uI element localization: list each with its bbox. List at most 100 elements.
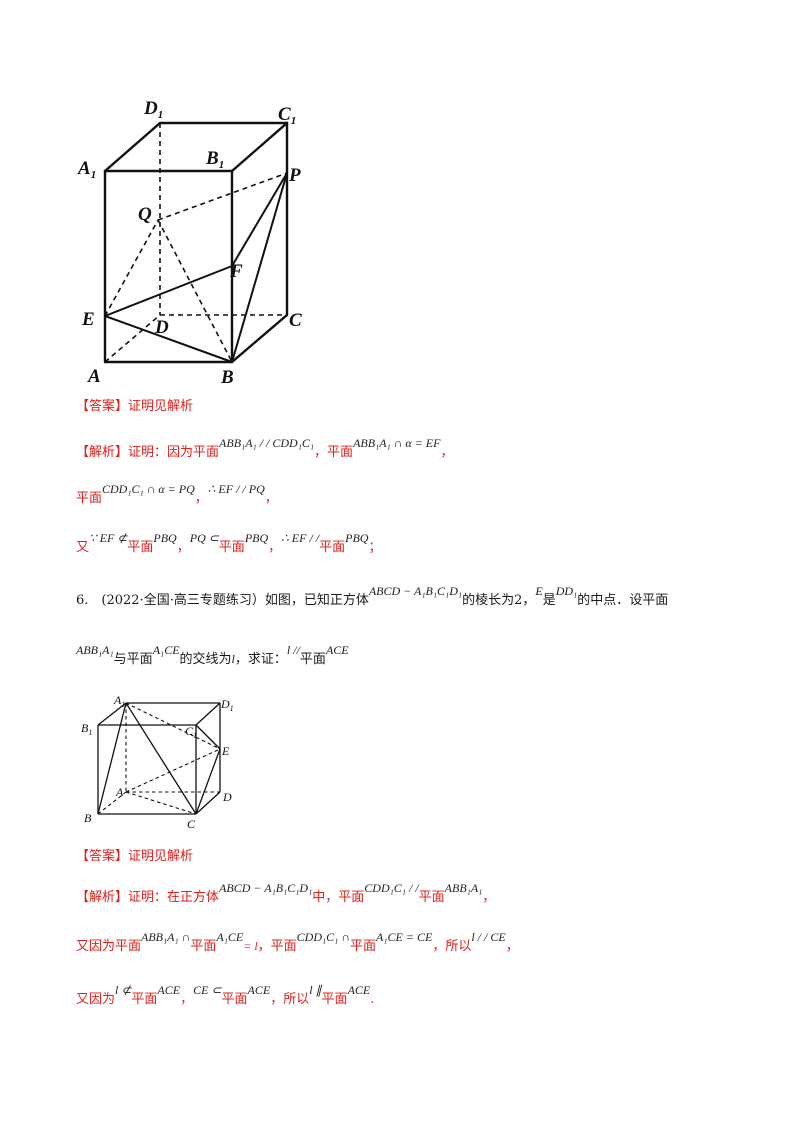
analysis-text: ， bbox=[194, 491, 208, 506]
problem-text: 与平面 bbox=[113, 652, 153, 667]
analysis-text: ， bbox=[440, 445, 454, 460]
label-b1: B1 bbox=[205, 148, 224, 171]
analysis-text: 证明：在正方体 bbox=[128, 890, 220, 905]
analysis-text: 平面 bbox=[321, 992, 348, 1007]
math-expr: ABB₁A₁ ∩ bbox=[141, 930, 191, 944]
math-expr: CDD₁C₁ ∩ bbox=[296, 930, 351, 944]
analysis-text: ，平面 bbox=[314, 445, 354, 460]
math-expr: l / / CE bbox=[471, 930, 506, 944]
analysis-text: ， bbox=[264, 491, 278, 506]
label-a: A bbox=[87, 366, 101, 387]
analysis-2-line-3: 又因为l ⊄平面ACE，CE ⊂平面ACE，所以l ∥平面ACE. bbox=[76, 983, 375, 1009]
problem-text: ，求证： bbox=[234, 652, 287, 667]
math-expr: ACE bbox=[325, 643, 349, 657]
label-b: B bbox=[84, 811, 92, 825]
analysis-1-line-3: 又∵ EF ⊄平面PBQ，PQ ⊂平面PBQ，∴ EF / /平面PBQ； bbox=[76, 531, 382, 557]
math-expr: l bbox=[231, 652, 235, 666]
analysis-text: 平面 bbox=[190, 939, 217, 954]
answer-tag: 【答案】 bbox=[76, 399, 129, 414]
math-expr: ABB₁A₁ bbox=[76, 643, 114, 657]
math-expr: A₁CE = CE bbox=[376, 930, 433, 944]
label-c: C bbox=[187, 817, 196, 831]
problem-text: 是 bbox=[542, 593, 556, 608]
math-expr: A₁CE bbox=[216, 930, 244, 944]
analysis-tag: 【解析】 bbox=[76, 445, 129, 460]
math-expr: PBQ bbox=[244, 531, 269, 545]
analysis-text: 平面 bbox=[127, 540, 154, 555]
problem-text: 的中点．设平面 bbox=[577, 593, 669, 608]
answer-text: 证明见解析 bbox=[128, 399, 194, 414]
label-c: C bbox=[289, 310, 302, 331]
math-expr: ACE bbox=[347, 983, 371, 997]
analysis-text: ，所以 bbox=[270, 992, 310, 1007]
analysis-text: 又因为 bbox=[76, 992, 116, 1007]
problem-6-line-2: ABB₁A₁与平面A₁CE的交线为l，求证：l //平面ACE bbox=[76, 643, 349, 669]
problem-6-line-1: 6. (2022·全国·高三专题练习）如图，已知正方体ABCD − A₁B₁C₁… bbox=[76, 584, 669, 610]
math-expr: ∴ EF / / bbox=[281, 531, 320, 545]
figure-cube: A1 D1 B1 C1 E A D B C bbox=[76, 692, 246, 837]
answer-text: 证明见解析 bbox=[128, 849, 194, 864]
math-expr: PBQ bbox=[153, 531, 177, 545]
label-f: F bbox=[229, 261, 243, 282]
label-d: D bbox=[222, 790, 232, 804]
analysis-text: ， bbox=[176, 540, 190, 555]
analysis-text: ，平面 bbox=[257, 939, 297, 954]
answer-2: 【答案】证明见解析 bbox=[76, 848, 193, 866]
math-expr: ABB₁A₁ bbox=[444, 881, 483, 895]
analysis-2-line-2: 又因为平面ABB₁A₁ ∩平面A₁CE= l，平面CDD₁C₁ ∩平面A₁CE … bbox=[76, 930, 519, 956]
analysis-text: 平面 bbox=[76, 491, 103, 506]
analysis-text: 平面 bbox=[221, 992, 248, 1007]
figure-prism-pbq: D1 C1 A1 B1 P Q F E D C A B bbox=[70, 90, 330, 390]
analysis-text: 证明：因为平面 bbox=[128, 445, 220, 460]
analysis-text: 平面 bbox=[131, 992, 158, 1007]
math-expr: l // bbox=[286, 643, 300, 657]
math-expr: ACE bbox=[247, 983, 271, 997]
math-expr: ∴ EF / / PQ bbox=[207, 482, 265, 496]
label-b1: B1 bbox=[81, 721, 92, 737]
analysis-text: 平面 bbox=[319, 540, 346, 555]
analysis-text: ， bbox=[482, 890, 496, 905]
label-e: E bbox=[221, 744, 230, 758]
label-d1: D1 bbox=[220, 697, 234, 713]
math-expr: PQ ⊂ bbox=[189, 531, 219, 545]
label-e: E bbox=[81, 309, 95, 330]
problem-text: 平面 bbox=[299, 652, 326, 667]
label-q: Q bbox=[138, 204, 152, 225]
problem-text: 的交线为 bbox=[179, 652, 232, 667]
math-expr: A₁CE bbox=[152, 643, 180, 657]
math-expr: PBQ bbox=[345, 531, 369, 545]
analysis-text: 平面 bbox=[218, 540, 245, 555]
label-d1: D1 bbox=[143, 98, 163, 121]
analysis-1-line-1: 【解析】证明：因为平面ABB₁A₁ / / CDD₁C₁，平面ABB₁A₁ ∩ … bbox=[76, 436, 454, 462]
label-a1: A1 bbox=[77, 158, 96, 181]
analysis-text: ， bbox=[268, 540, 282, 555]
analysis-text: 平面 bbox=[350, 939, 377, 954]
analysis-text: ，所以 bbox=[432, 939, 472, 954]
analysis-text: 中，平面 bbox=[312, 890, 365, 905]
problem-text: 的棱长为2， bbox=[462, 593, 536, 608]
figure-cube-svg: A1 D1 B1 C1 E A D B C bbox=[81, 693, 234, 831]
answer-1: 【答案】证明见解析 bbox=[76, 398, 193, 416]
analysis-text: ； bbox=[368, 540, 382, 555]
analysis-text: 又因为平面 bbox=[76, 939, 142, 954]
analysis-text: 又 bbox=[76, 540, 90, 555]
label-a: A bbox=[115, 785, 124, 799]
math-expr: = l bbox=[243, 939, 258, 953]
answer-tag: 【答案】 bbox=[76, 849, 129, 864]
math-expr: ABCD − A₁B₁C₁D₁ bbox=[368, 584, 463, 598]
analysis-2-line-1: 【解析】证明：在正方体ABCD − A₁B₁C₁D₁中，平面CDD₁C₁ / /… bbox=[76, 881, 496, 907]
math-expr: l ∥ bbox=[309, 983, 322, 997]
figure-prism-svg: D1 C1 A1 B1 P Q F E D C A B bbox=[77, 98, 302, 388]
analysis-text: . bbox=[370, 992, 375, 1007]
label-c1: C1 bbox=[278, 104, 296, 127]
math-expr: ABB₁A₁ ∩ α = EF bbox=[353, 436, 441, 450]
math-expr: CE ⊂ bbox=[193, 983, 222, 997]
label-c1: C1 bbox=[185, 724, 197, 740]
problem-text: 6. (2022·全国·高三专题练习）如图，已知正方体 bbox=[76, 593, 369, 608]
math-expr: DD₁ bbox=[555, 584, 578, 598]
math-expr: E bbox=[535, 584, 543, 598]
math-expr: ∵ EF ⊄ bbox=[89, 531, 128, 545]
math-expr: CDD₁C₁ / / bbox=[364, 881, 419, 895]
math-expr: CDD₁C₁ ∩ α = PQ bbox=[102, 482, 195, 496]
analysis-tag: 【解析】 bbox=[76, 890, 129, 905]
